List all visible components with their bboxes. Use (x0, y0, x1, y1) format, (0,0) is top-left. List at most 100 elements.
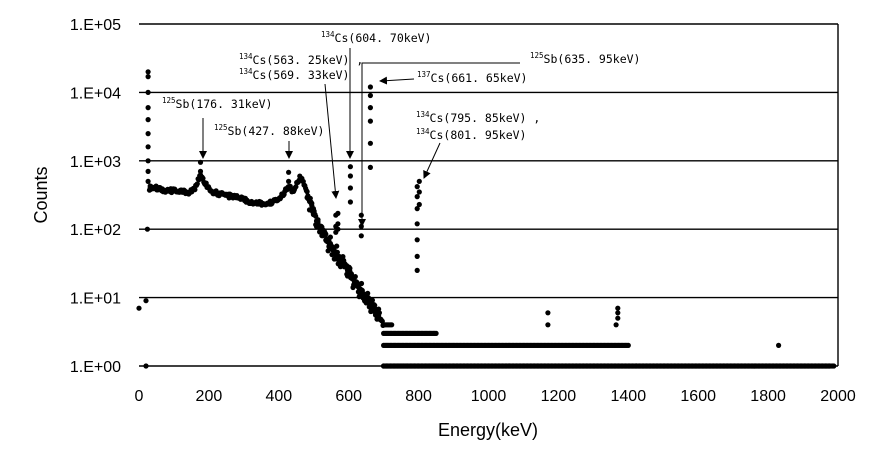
peak-annotations: 125Sb(176. 31keV) 125Sb(427. 88keV) 134Cs(… (162, 30, 640, 142)
data-point (414, 237, 420, 243)
data-point (145, 168, 151, 174)
data-point (136, 305, 142, 311)
data-point (414, 206, 420, 212)
peak-annotation: 137Cs(661. 65keV) (417, 70, 527, 85)
peak-annotation: 134Cs(563. 25keV) , (239, 52, 363, 67)
data-point (372, 302, 378, 308)
data-point (197, 168, 204, 174)
data-point (145, 105, 151, 111)
data-point (194, 181, 200, 187)
data-point (615, 305, 621, 311)
y-tick-label: 1.E+05 (70, 17, 121, 34)
data-point (293, 184, 299, 190)
data-point (347, 164, 353, 170)
data-point (304, 189, 310, 195)
peak-annotation: 134Cs(801. 95keV) (416, 127, 526, 142)
y-axis-label: Counts (31, 166, 51, 223)
x-tick-label: 1600 (680, 388, 716, 405)
data-point (145, 74, 151, 80)
data-point (347, 185, 353, 191)
data-point (347, 199, 353, 205)
peak-annotation: 125Sb(635. 95keV) (530, 51, 640, 66)
data-point (327, 234, 333, 240)
x-tick-label: 800 (405, 388, 432, 405)
data-point (352, 274, 358, 280)
peak-annotation: 134Cs(795. 85keV) , (416, 110, 540, 125)
y-tick-labels: 1.E+00 1.E+01 1.E+02 1.E+03 1.E+04 1.E+05 (70, 17, 121, 376)
annotation-arrow (358, 62, 520, 227)
x-tick-label: 600 (335, 388, 362, 405)
data-point (369, 297, 375, 303)
data-point (831, 363, 837, 369)
data-point (315, 217, 321, 223)
x-tick-label: 1800 (750, 388, 786, 405)
data-point (145, 131, 151, 137)
y-tick-label: 1.E+02 (70, 222, 121, 239)
data-point (389, 322, 395, 328)
data-point (347, 173, 353, 179)
x-tick-label: 400 (265, 388, 292, 405)
data-point (416, 178, 422, 184)
data-point (286, 178, 292, 184)
data-point (365, 290, 371, 296)
data-point (367, 105, 373, 111)
annotation-arrow (423, 142, 441, 179)
data-point (625, 342, 631, 348)
data-point (545, 322, 551, 328)
data-point (358, 233, 364, 239)
data-point (145, 178, 151, 184)
data-point (414, 184, 420, 190)
data-point (286, 169, 292, 175)
data-point (433, 330, 439, 336)
peak-annotation: 134Cs(604. 70keV) (321, 30, 431, 45)
data-point (147, 185, 153, 191)
peak-annotation: 134Cs(569. 33keV) (239, 67, 349, 82)
data-point (358, 212, 364, 218)
data-point (145, 117, 151, 123)
data-point (335, 221, 341, 227)
data-point (192, 187, 198, 193)
data-point (367, 92, 373, 99)
x-tick-label: 1400 (611, 388, 647, 405)
data-point (309, 200, 315, 206)
data-point (145, 69, 151, 75)
x-tick-label: 200 (196, 388, 223, 405)
data-point (144, 226, 150, 232)
y-tick-label: 1.E+04 (70, 85, 121, 102)
data-point (365, 295, 372, 301)
x-tick-label: 2000 (820, 388, 856, 405)
x-tick-labels: 0 200 400 600 800 1000 1200 1400 1600 1800 2000 (135, 388, 856, 405)
data-point (145, 89, 151, 95)
peak-annotation: 125Sb(427. 88keV) (214, 123, 324, 138)
data-point (414, 221, 420, 227)
y-tick-label: 1.E+01 (70, 291, 121, 308)
data-point (323, 231, 329, 237)
data-point (286, 184, 292, 190)
data-point (414, 194, 420, 200)
x-tick-label: 0 (135, 388, 144, 405)
data-point (325, 248, 331, 254)
peak-annotation: 125Sb(176. 31keV) (162, 96, 272, 111)
data-point (334, 243, 340, 249)
x-tick-label: 1200 (541, 388, 577, 405)
data-point (143, 298, 149, 304)
data-point (145, 158, 151, 164)
data-point (334, 249, 340, 255)
data-point (367, 118, 373, 124)
y-tick-label: 1.E+00 (70, 359, 121, 376)
data-point (613, 322, 619, 328)
data-point (197, 159, 204, 165)
data-point (347, 265, 353, 271)
data-points (136, 69, 837, 369)
data-point (545, 310, 551, 316)
data-point (414, 253, 420, 259)
data-point (776, 342, 782, 348)
data-point (751, 363, 757, 369)
data-point (197, 176, 204, 182)
data-point (615, 310, 621, 316)
data-point (358, 223, 364, 229)
data-point (143, 363, 149, 369)
data-point (376, 310, 382, 316)
data-point (335, 226, 341, 232)
